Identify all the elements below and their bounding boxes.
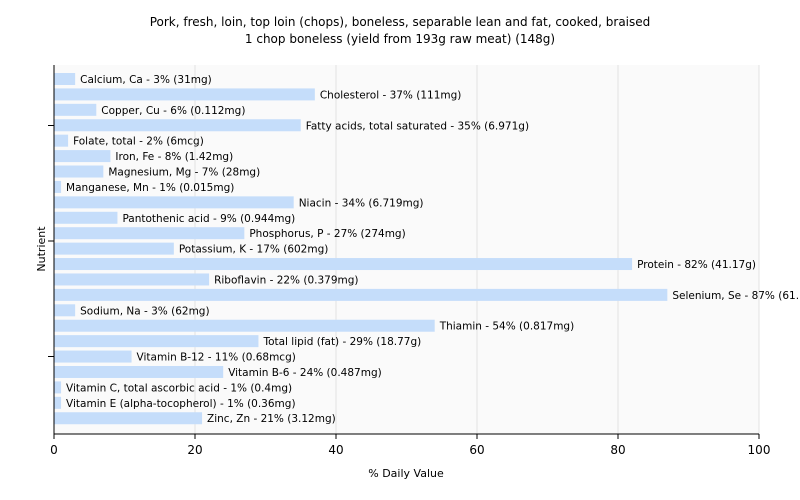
bar-label: Fatty acids, total saturated - 35% (6.97…	[306, 120, 529, 132]
bar-label: Zinc, Zn - 21% (3.12mg)	[207, 413, 336, 425]
bar	[54, 396, 62, 409]
bar	[54, 150, 111, 163]
bar	[54, 134, 69, 147]
bar	[54, 335, 259, 348]
chart-title: Pork, fresh, loin, top loin (chops), bon…	[149, 15, 651, 29]
bar	[54, 412, 203, 425]
bar	[54, 196, 294, 209]
x-tick-label: 0	[50, 443, 58, 457]
bar	[54, 319, 435, 332]
bar	[54, 103, 97, 116]
chart-title-block: Pork, fresh, loin, top loin (chops), bon…	[0, 14, 800, 48]
bar-label: Manganese, Mn - 1% (0.015mg)	[66, 182, 234, 194]
bar-label: Riboflavin - 22% (0.379mg)	[214, 274, 358, 286]
y-axis-title: Nutrient	[35, 226, 48, 272]
bar	[54, 119, 301, 132]
bar-label: Potassium, K - 17% (602mg)	[179, 244, 329, 256]
x-tick-label: 20	[187, 443, 202, 457]
bar	[54, 288, 668, 301]
bar-label: Protein - 82% (41.17g)	[637, 259, 756, 271]
x-axis-title: % Daily Value	[368, 467, 444, 480]
bar-label: Folate, total - 2% (6mcg)	[73, 136, 204, 148]
bar-label: Total lipid (fat) - 29% (18.77g)	[262, 336, 421, 348]
bar	[54, 304, 76, 317]
bar	[54, 73, 76, 85]
bar	[54, 165, 104, 178]
bars	[54, 73, 668, 425]
chart-subtitle: 1 chop boneless (yield from 193g raw mea…	[244, 32, 556, 46]
bar-label: Calcium, Ca - 3% (31mg)	[80, 74, 212, 86]
bar-label: Phosphorus, P - 27% (274mg)	[249, 228, 405, 240]
bar-label: Thiamin - 54% (0.817mg)	[439, 321, 575, 333]
x-tick-label: 40	[328, 443, 343, 457]
bar	[54, 227, 245, 240]
bar	[54, 365, 224, 378]
axes: 0 20 40 60 80 100	[48, 65, 770, 457]
bar-label: Magnesium, Mg - 7% (28mg)	[108, 167, 260, 179]
bar-label: Iron, Fe - 8% (1.42mg)	[115, 151, 233, 163]
bar	[54, 350, 132, 363]
bar-label: Pantothenic acid - 9% (0.944mg)	[122, 213, 295, 225]
bar	[54, 180, 62, 193]
bar	[54, 88, 315, 101]
bar	[54, 381, 62, 394]
bar	[54, 258, 633, 271]
bar-labels: Calcium, Ca - 3% (31mg) Cholesterol - 37%…	[66, 74, 800, 425]
x-tick-label: 100	[748, 443, 771, 457]
bar-label: Vitamin E (alpha-tocopherol) - 1% (0.36m…	[66, 398, 295, 410]
bar-label: Vitamin C, total ascorbic acid - 1% (0.4…	[66, 382, 292, 394]
bar-label: Niacin - 34% (6.719mg)	[299, 197, 424, 209]
bar	[54, 211, 118, 224]
bar	[54, 273, 210, 286]
x-tick-label: 60	[469, 443, 484, 457]
x-tick-label: 80	[610, 443, 625, 457]
bar-label: Cholesterol - 37% (111mg)	[320, 89, 462, 101]
bar-label: Vitamin B-12 - 11% (0.68mcg)	[137, 352, 296, 364]
bar-label: Sodium, Na - 3% (62mg)	[80, 305, 209, 317]
bar-label: Copper, Cu - 6% (0.112mg)	[101, 105, 245, 117]
bar	[54, 242, 174, 255]
bar-label: Vitamin B-6 - 24% (0.487mg)	[228, 367, 382, 379]
bar-label: Selenium, Se - 87% (61.1mcg)	[672, 290, 800, 302]
